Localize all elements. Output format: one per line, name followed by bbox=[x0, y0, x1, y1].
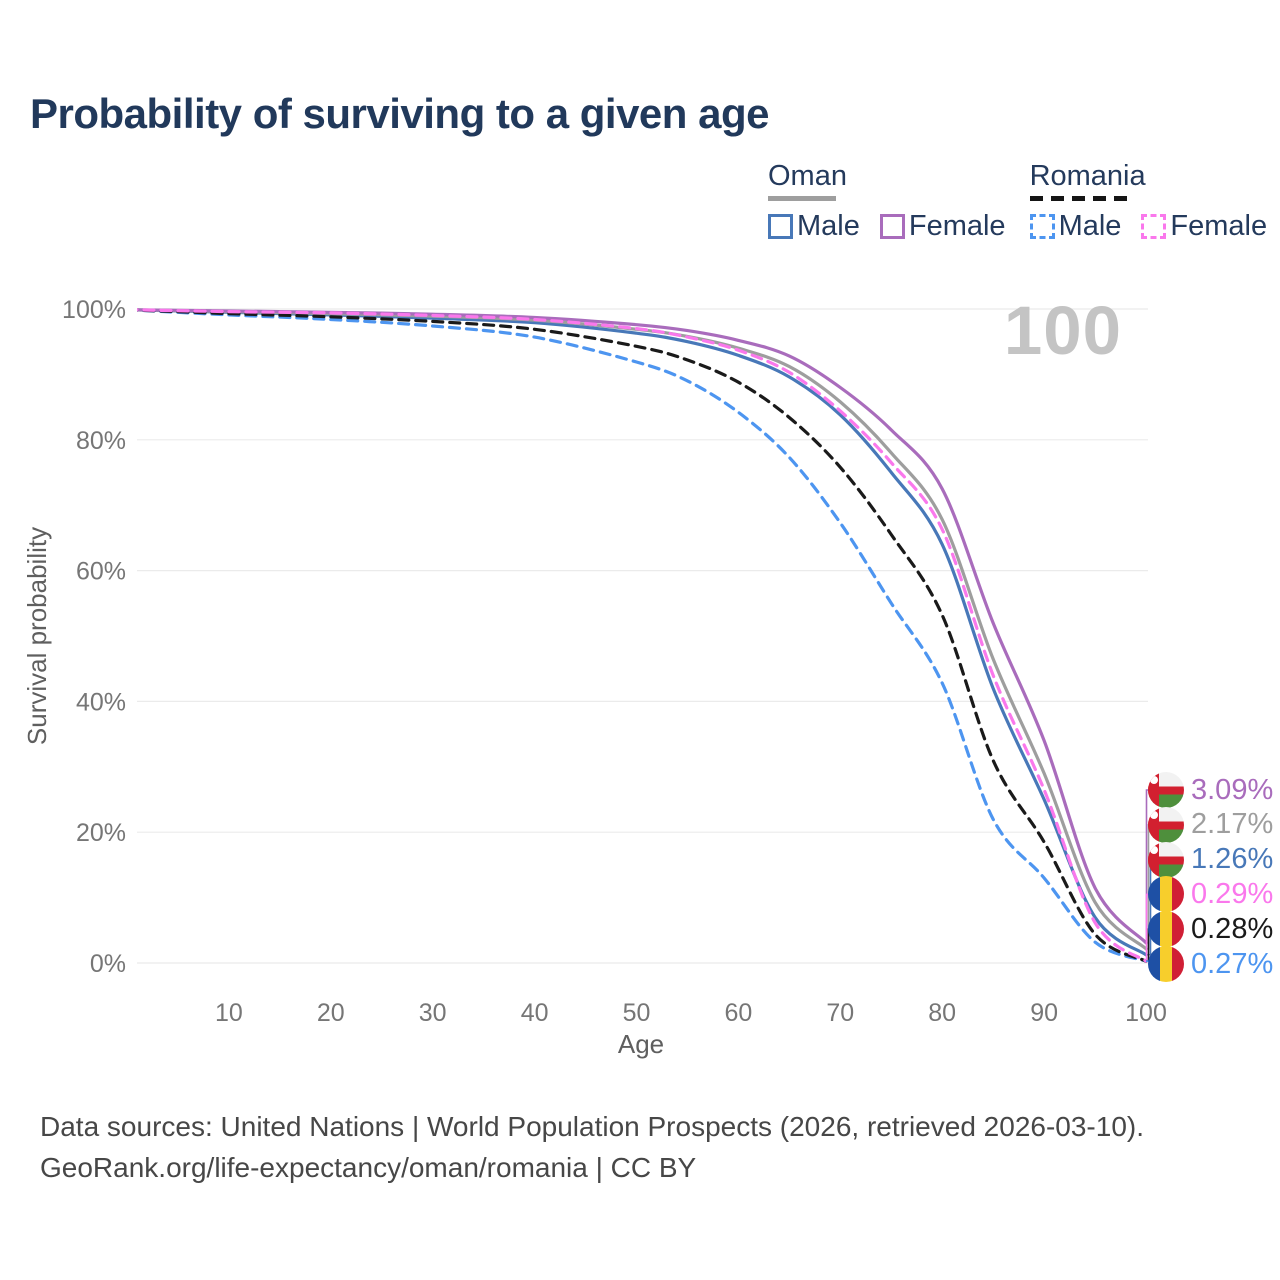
legend-country-romania[interactable]: Romania bbox=[1029, 160, 1146, 201]
legend-item-oman-male[interactable]: Male bbox=[768, 210, 860, 243]
legend-item-romania-male[interactable]: Male bbox=[1029, 210, 1122, 243]
legend-country-oman[interactable]: Oman bbox=[768, 160, 847, 201]
footer-attribution: GeoRank.org/life-expectancy/oman/romania… bbox=[40, 1152, 697, 1183]
x-tick-label: 100 bbox=[1125, 999, 1167, 1027]
end-label-row: 1.26% bbox=[1148, 841, 1274, 878]
legend-items-romania: Male Female bbox=[1029, 210, 1267, 243]
end-label-row: 0.29% bbox=[1148, 876, 1274, 913]
y-tick-label: 0% bbox=[90, 950, 126, 978]
legend: Oman Male Female Romania bbox=[768, 160, 1267, 243]
oman-female-swatch-icon bbox=[879, 214, 905, 239]
romania-dashed-line-sample bbox=[1029, 196, 1134, 201]
series-end-value: 0.29% bbox=[1191, 877, 1274, 910]
series-end-value: 2.17% bbox=[1191, 808, 1274, 841]
end-label-row: 3.09% bbox=[1148, 772, 1273, 808]
x-axis-title: Age bbox=[618, 1029, 664, 1059]
curve-oman-both-sexes[interactable] bbox=[127, 308, 1148, 951]
end-label-row: 2.17% bbox=[1148, 806, 1274, 843]
end-label-row: 0.27% bbox=[1148, 946, 1273, 982]
footer-data-sources: Data sources: United Nations | World Pop… bbox=[40, 1111, 1145, 1142]
romania-flag-icon bbox=[1148, 876, 1184, 913]
x-tick-label: 70 bbox=[826, 999, 854, 1027]
x-tick-label: 10 bbox=[215, 999, 243, 1027]
curve-oman-female[interactable] bbox=[127, 308, 1148, 945]
age-watermark: 100 bbox=[1003, 292, 1122, 369]
x-tick-label: 30 bbox=[419, 999, 447, 1027]
legend-group-romania: Romania Male Female bbox=[1029, 160, 1267, 243]
legend-country-romania-label: Romania bbox=[1029, 160, 1146, 192]
legend-items-oman: Male Female bbox=[768, 210, 1006, 243]
y-axis-title: Survival probability bbox=[22, 527, 52, 745]
romania-flag-icon bbox=[1148, 911, 1184, 948]
y-tick-label: 100% bbox=[62, 296, 126, 324]
oman-flag-icon bbox=[1148, 806, 1184, 843]
curves-group bbox=[127, 308, 1148, 963]
end-label-row: 0.28% bbox=[1148, 911, 1274, 948]
curve-romania-male[interactable] bbox=[127, 308, 1148, 963]
oman-flag-icon bbox=[1148, 772, 1184, 808]
series-end-value: 0.28% bbox=[1191, 912, 1274, 945]
x-tick-label: 20 bbox=[317, 999, 345, 1027]
footer: Data sources: United Nations | World Pop… bbox=[40, 1106, 1144, 1188]
legend-group-oman: Oman Male Female bbox=[768, 160, 1006, 243]
legend-item-oman-female[interactable]: Female bbox=[879, 210, 1006, 243]
oman-flag-icon bbox=[1148, 841, 1184, 878]
romania-male-swatch-icon bbox=[1029, 214, 1055, 239]
legend-item-label: Male bbox=[797, 210, 860, 242]
x-tick-label: 50 bbox=[623, 999, 651, 1027]
series-end-value: 1.26% bbox=[1191, 843, 1274, 876]
y-tick-label: 20% bbox=[76, 819, 126, 847]
legend-item-label: Male bbox=[1058, 210, 1122, 242]
page-title: Probability of surviving to a given age bbox=[30, 90, 769, 137]
romania-female-swatch-icon bbox=[1141, 214, 1167, 239]
oman-male-swatch-icon bbox=[768, 214, 793, 239]
curve-romania-both-sexes[interactable] bbox=[127, 308, 1148, 963]
oman-solid-line-sample bbox=[768, 196, 836, 201]
y-tick-label: 80% bbox=[76, 427, 126, 455]
series-end-value: 0.27% bbox=[1191, 947, 1274, 980]
legend-item-romania-female[interactable]: Female bbox=[1141, 210, 1267, 243]
x-tick-label: 80 bbox=[928, 999, 956, 1027]
romania-flag-icon bbox=[1148, 946, 1184, 982]
legend-country-oman-label: Oman bbox=[768, 160, 847, 192]
legend-item-label: Female bbox=[908, 210, 1006, 242]
curve-romania-female[interactable] bbox=[127, 308, 1148, 963]
x-tick-label: 90 bbox=[1030, 999, 1058, 1027]
series-end-value: 3.09% bbox=[1191, 773, 1274, 806]
y-tick-label: 40% bbox=[76, 688, 126, 716]
legend-item-label: Female bbox=[1170, 210, 1268, 242]
curve-oman-male[interactable] bbox=[127, 308, 1148, 957]
y-tick-label: 60% bbox=[76, 558, 126, 586]
x-tick-label: 40 bbox=[521, 999, 549, 1027]
x-tick-label: 60 bbox=[724, 999, 752, 1027]
